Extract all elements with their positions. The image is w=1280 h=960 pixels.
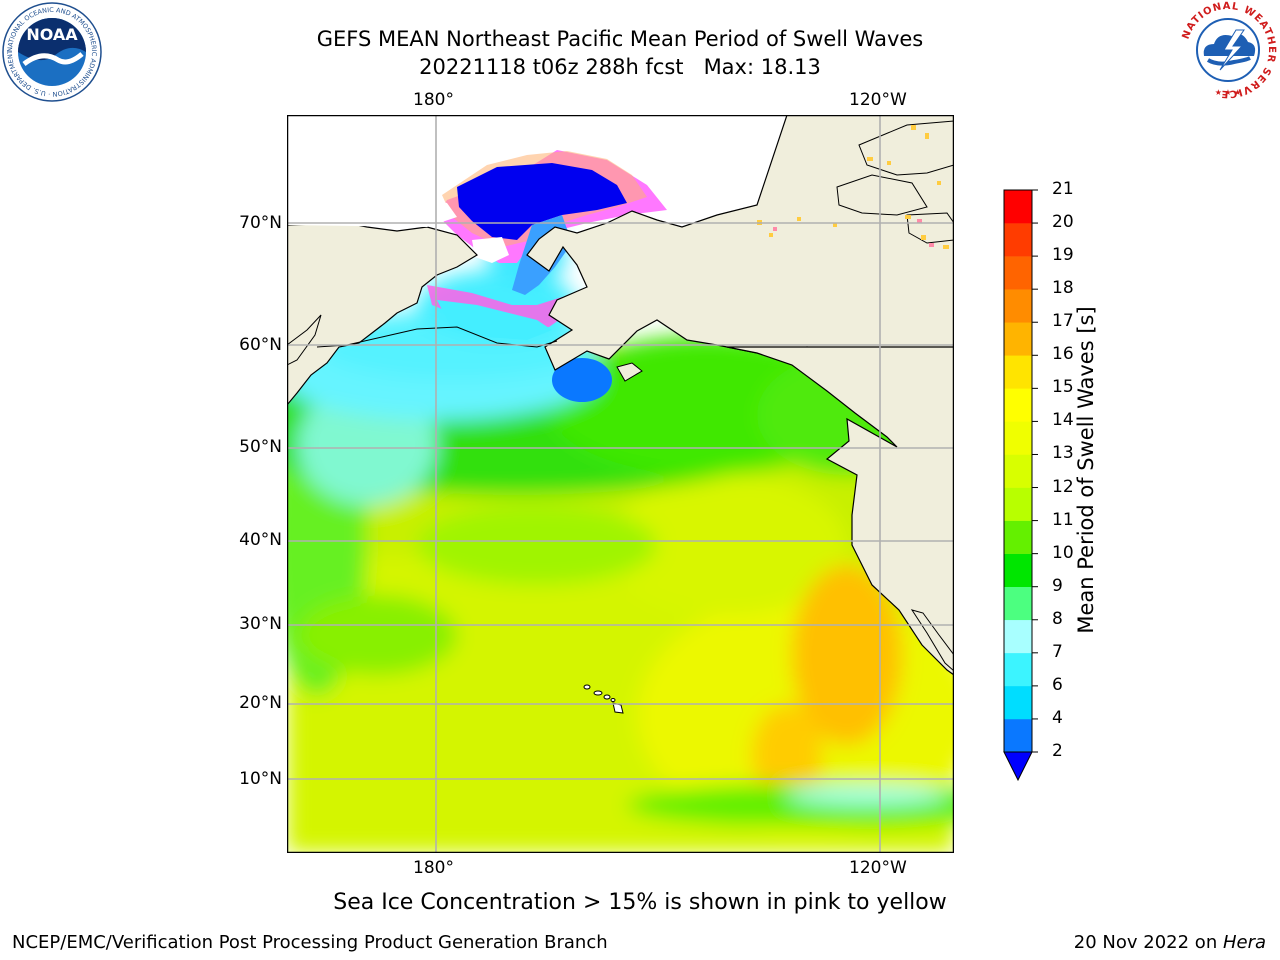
colorbar-tick-label: 12	[1052, 476, 1074, 497]
colorbar-segment	[1004, 289, 1032, 323]
colorbar-tick-label: 15	[1052, 377, 1074, 398]
colorbar-tick-label: 11	[1052, 509, 1074, 530]
colorbar-segment	[1004, 388, 1032, 422]
colorbar-segment	[1004, 553, 1032, 588]
colorbar-segment	[1004, 190, 1032, 224]
colorbar-segment	[1004, 256, 1032, 290]
lon-label-bottom-180: 180°	[413, 858, 454, 878]
colorbar-segment	[1004, 685, 1032, 720]
colorbar-tick-label: 18	[1052, 278, 1074, 299]
lat-label-40n: 40°N	[239, 530, 282, 550]
colorbar-segment	[1004, 322, 1032, 356]
colorbar-tick-label: 2	[1052, 741, 1063, 761]
colorbar-segment	[1004, 718, 1032, 753]
colorbar-tick-label: 6	[1052, 674, 1063, 695]
lat-label-10n: 10°N	[239, 769, 282, 789]
colorbar-axis-label: Mean Period of Swell Waves [s]	[1074, 306, 1098, 634]
colorbar-tick-label: 4	[1052, 707, 1063, 728]
colorbar-tick-label: 7	[1052, 641, 1063, 662]
colorbar-tick-label: 14	[1052, 410, 1074, 431]
colorbar-extend-triangle	[1003, 751, 1033, 782]
colorbar	[1003, 189, 1038, 782]
colorbar-segment	[1004, 586, 1032, 621]
lat-label-50n: 50°N	[239, 437, 282, 457]
noaa-logo: NATIONAL OCEANIC AND ATMOSPHERIC ADMINIS…	[2, 2, 102, 102]
colorbar-tick-label: 20	[1052, 212, 1074, 233]
lon-label-top-180: 180°	[413, 90, 454, 110]
lat-label-60n: 60°N	[239, 335, 282, 355]
sea-ice-note: Sea Ice Concentration > 15% is shown in …	[333, 890, 947, 915]
footer-date-text: 20 Nov 2022 on	[1073, 932, 1223, 953]
nws-logo: NATIONAL WEATHER SERVICE ★ ★ ★	[1179, 1, 1277, 99]
swell-period-map	[287, 115, 954, 853]
lat-label-30n: 30°N	[239, 614, 282, 634]
map-title: GEFS MEAN Northeast Pacific Mean Period …	[316, 27, 924, 51]
colorbar-tick-label: 16	[1052, 344, 1074, 365]
colorbar-frame	[1003, 189, 1033, 753]
colorbar-segment	[1004, 223, 1032, 257]
colorbar-segment	[1004, 520, 1032, 554]
map-subtitle: 20221118 t06z 288h fcst Max: 18.13	[419, 55, 821, 79]
colorbar-tick-label: 19	[1052, 245, 1074, 266]
colorbar-tick-label: 8	[1052, 608, 1063, 629]
footer-host: Hera	[1222, 932, 1266, 953]
colorbar-segment	[1004, 487, 1032, 521]
colorbar-tick-label: 9	[1052, 575, 1063, 596]
footer-credit: NCEP/EMC/Verification Post Processing Pr…	[12, 932, 608, 953]
svg-text:NOAA: NOAA	[26, 25, 78, 44]
colorbar-tick-label: 21	[1052, 179, 1074, 199]
lon-label-top-120w: 120°W	[849, 90, 907, 110]
colorbar-tick-label: 13	[1052, 443, 1074, 464]
colorbar-tick-label: 17	[1052, 311, 1074, 332]
colorbar-segment	[1004, 421, 1032, 455]
colorbar-segment	[1004, 355, 1032, 389]
colorbar-tick-label: 10	[1052, 542, 1074, 563]
colorbar-segment	[1004, 454, 1032, 488]
colorbar-segment	[1004, 652, 1032, 687]
lon-label-bottom-120w: 120°W	[849, 858, 907, 878]
footer-date: 20 Nov 2022 on Hera	[1074, 932, 1266, 953]
svg-text:★ ★ ★: ★ ★ ★	[1215, 88, 1242, 97]
colorbar-segment	[1004, 619, 1032, 654]
lat-label-70n: 70°N	[239, 213, 282, 233]
lat-label-20n: 20°N	[239, 693, 282, 713]
